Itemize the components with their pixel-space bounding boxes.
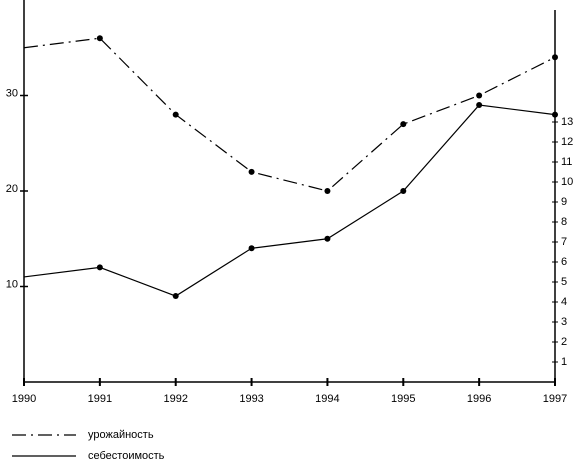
y2-tick-label: 9 [561, 196, 567, 208]
point [400, 188, 407, 194]
y2-tick-label: 3 [561, 316, 567, 328]
y2-tick-label: 12 [561, 136, 573, 148]
legend-label: себестоимость [88, 450, 165, 462]
y2-tick-label: 13 [561, 116, 573, 128]
point [552, 111, 558, 118]
point [172, 293, 179, 300]
y2-tick-label: 2 [561, 336, 567, 348]
x-tick-label: 1990 [12, 393, 36, 405]
y-tick-label: 10 [6, 278, 18, 290]
x-tick-label: 1997 [543, 393, 567, 405]
y2-tick-label: 6 [561, 256, 567, 268]
point [476, 92, 483, 99]
point [324, 235, 331, 242]
y-tick-label: 30 [6, 87, 18, 99]
y-tick-label: 20 [6, 183, 18, 195]
y2-tick-label: 4 [561, 296, 567, 308]
series-line [23, 37, 556, 192]
x-tick-label: 1992 [163, 393, 187, 405]
legend-label: урожайность [88, 429, 154, 441]
y2-tick-label: 1 [561, 356, 567, 368]
x-tick-label: 1991 [88, 393, 112, 405]
x-tick-label: 1996 [467, 393, 491, 405]
y2-tick-label: 8 [561, 216, 567, 228]
point [400, 121, 407, 128]
y2-tick-label: 7 [561, 236, 567, 248]
x-tick-label: 1995 [391, 393, 415, 405]
point [172, 111, 179, 118]
y2-tick-label: 5 [561, 276, 567, 288]
x-tick-label: 1994 [315, 393, 339, 405]
y2-tick-label: 10 [561, 176, 573, 188]
y2-tick-label: 11 [561, 156, 572, 168]
series-line [23, 104, 556, 297]
point [96, 264, 103, 271]
x-tick-label: 1993 [239, 393, 263, 405]
point [96, 35, 103, 42]
point [248, 245, 255, 252]
point [248, 168, 255, 175]
point [324, 188, 331, 194]
point [552, 54, 558, 61]
point [476, 102, 483, 109]
